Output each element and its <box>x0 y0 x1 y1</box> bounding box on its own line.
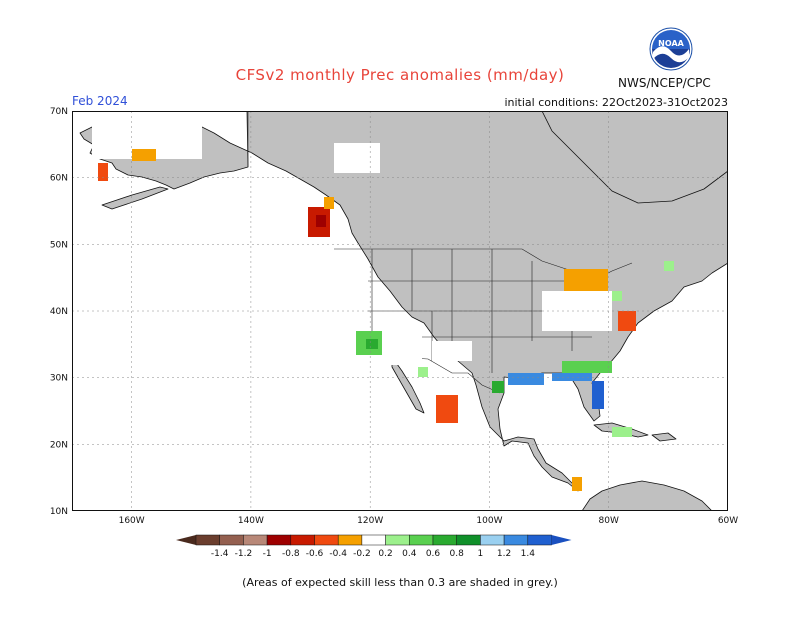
white-area <box>382 325 422 365</box>
colorbar-swatch <box>480 534 505 546</box>
lon-label: 100W <box>476 516 502 526</box>
lon-label: 140W <box>238 516 264 526</box>
agency-label: NWS/NCEP/CPC <box>618 76 711 90</box>
colorbar-label: 0.2 <box>378 549 392 559</box>
colorbar-swatch <box>266 534 292 546</box>
colorbar-label: 1.2 <box>497 549 511 559</box>
colorbar-swatch <box>337 534 363 546</box>
colorbar-swatch <box>314 534 339 546</box>
lat-label: 10N <box>50 507 68 517</box>
anomaly-cell <box>612 427 632 437</box>
south-america-land <box>581 480 713 511</box>
colorbar-swatch <box>527 534 552 546</box>
colorbar-swatch <box>219 534 244 546</box>
anomaly-cell <box>366 339 378 349</box>
anomaly-cell <box>492 381 504 393</box>
aleutian-islands <box>101 186 169 210</box>
lat-label: 20N <box>50 440 68 450</box>
colorbar-label: 1.4 <box>521 549 536 559</box>
colorbar-label: -0.6 <box>306 549 324 559</box>
anomaly-cell <box>132 149 156 161</box>
colorbar-swatch <box>290 534 315 546</box>
lat-label: 50N <box>50 240 68 250</box>
lon-label: 80W <box>599 516 619 526</box>
colorbar-swatch <box>456 534 481 546</box>
colorbar-label: -1.4 <box>211 549 229 559</box>
colorbar-swatch <box>385 534 410 546</box>
hispaniola-land <box>651 432 677 442</box>
anomaly-cell <box>508 373 544 385</box>
map-frame <box>72 111 728 511</box>
dry-anomalies <box>98 149 636 491</box>
colorbar-label: -1.2 <box>235 549 253 559</box>
colorbar-label: -0.4 <box>329 549 347 559</box>
colorbar-swatch <box>195 534 220 546</box>
map-title: CFSv2 monthly Prec anomalies (mm/day) <box>235 66 565 84</box>
baja-california-land <box>391 356 425 414</box>
colorbar-label: 0.6 <box>426 549 441 559</box>
lat-label: 60N <box>50 174 68 184</box>
us-mexico-border <box>393 356 501 394</box>
colorbar-label: -0.2 <box>353 549 371 559</box>
colorbar-arrow-high <box>551 535 572 545</box>
initial-conditions: initial conditions: 22Oct2023-31Oct2023 <box>504 96 728 109</box>
anomaly-cell <box>562 361 612 373</box>
forecast-month: Feb 2024 <box>72 94 128 108</box>
lat-label: 40N <box>50 307 68 317</box>
lon-label: 160W <box>119 516 145 526</box>
colorbar-swatch <box>409 534 434 546</box>
skill-footnote: (Areas of expected skill less than 0.3 a… <box>242 576 558 589</box>
anomaly-cell <box>664 261 674 271</box>
lon-label: 60W <box>718 516 738 526</box>
lon-label: 120W <box>357 516 383 526</box>
anomaly-cell <box>98 163 108 181</box>
greenland-land <box>541 111 728 204</box>
colorbar-arrow-low <box>176 535 196 545</box>
colorbar-label: -1 <box>263 549 272 559</box>
lat-label: 30N <box>50 374 68 384</box>
colorbar-label: -0.8 <box>282 549 300 559</box>
wet-anomalies <box>356 261 674 437</box>
anomaly-cell <box>324 197 334 209</box>
noaa-logo-icon: NOAA <box>649 27 693 71</box>
anomaly-cell <box>572 477 582 491</box>
anomaly-cell <box>418 367 428 377</box>
colorbar-label: 0.8 <box>450 549 465 559</box>
colorbar-swatch <box>503 534 529 546</box>
anomaly-cell <box>436 395 458 423</box>
anomaly-cell <box>564 269 608 291</box>
graticule <box>72 111 728 511</box>
anomaly-cell <box>618 311 636 331</box>
colorbar-label: 0.4 <box>402 549 417 559</box>
anomaly-cell <box>604 291 622 301</box>
anomaly-cell <box>552 373 592 381</box>
land-mass <box>79 111 728 511</box>
anomaly-map <box>72 111 728 511</box>
white-area <box>334 143 380 173</box>
color-scale-legend: -1.4 -1.2 -1 -0.8 -0.6 -0.4 -0.2 0.2 0.4 0.6 0.8 1 1… <box>176 534 572 559</box>
anomaly-cell <box>592 381 604 409</box>
colorbar-swatch <box>243 534 268 546</box>
white-area <box>432 341 472 361</box>
logo-text: NOAA <box>658 39 684 48</box>
colorbar-swatch <box>361 534 386 546</box>
lat-label: 70N <box>50 107 68 117</box>
colorbar-swatch <box>432 534 457 546</box>
anomaly-cell <box>316 215 326 227</box>
colorbar-label: 1 <box>478 549 484 559</box>
